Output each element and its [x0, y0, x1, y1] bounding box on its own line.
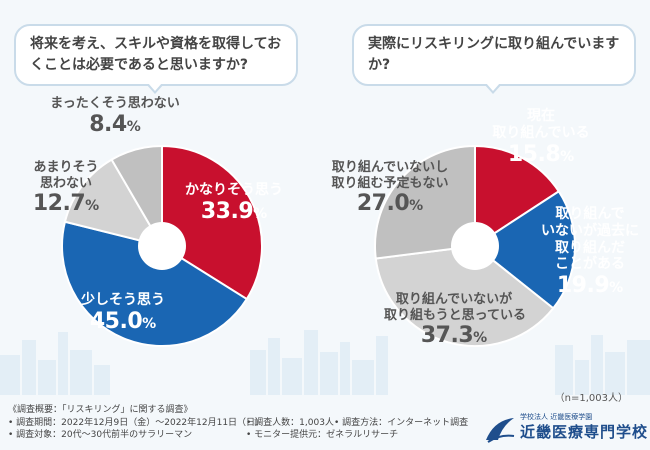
label-text: まったくそう思わない — [50, 96, 180, 111]
label-value: 15.8 — [507, 141, 561, 167]
label-text: 少しそう思う — [81, 292, 165, 308]
label-unit: % — [609, 280, 624, 297]
label-text: 取り組んでいないが — [395, 292, 513, 307]
label-value: 8.4 — [89, 111, 127, 137]
slice-label-no-plan: 取り組んでいないし 取り組む予定もない 27.0% — [320, 160, 460, 218]
question-left-text: 将来を考え、スキルや資格を取得しておくことは必要であると思いますか? — [30, 36, 282, 73]
label-text: 思わない — [39, 175, 92, 191]
slice-label-not-really: あまりそう 思わない 12.7% — [16, 160, 116, 218]
school-logo: 学校法人 近畿医療学園 近畿医療専門学校 — [484, 412, 647, 446]
label-value: 37.3 — [420, 323, 474, 349]
survey-method: • 調査方法：インターネット調査 — [334, 417, 469, 428]
survey-people: • 調査人数：1,003人 — [246, 417, 334, 428]
slice-label-past: 取り組んで いないが過去に 取り組んだ ことがある 19.9% — [536, 206, 644, 300]
school-corporation: 学校法人 近畿医療学園 — [520, 413, 593, 421]
label-text: 取り組んでいる — [492, 124, 590, 141]
label-unit: % — [85, 198, 100, 215]
bubble-tail-inner — [148, 83, 162, 91]
label-text: かなりそう思う — [185, 182, 283, 198]
label-value: 45.0 — [89, 308, 143, 334]
pie-slice-2 — [61, 220, 249, 347]
slice-label-totally-disagree: まったくそう思わない 8.4% — [30, 96, 200, 138]
pie-slice-3 — [374, 244, 555, 347]
label-unit: % — [126, 118, 141, 135]
label-text: 現在 — [527, 108, 555, 124]
label-unit: % — [560, 148, 575, 165]
label-unit: % — [409, 198, 424, 215]
donut-hole — [138, 222, 186, 270]
label-text: 取り組んでいないし — [331, 160, 449, 175]
donut-chart-left — [61, 144, 263, 347]
donut-hole — [451, 222, 499, 270]
pie-slice-3 — [63, 158, 165, 248]
sample-size-note: （n=1,003人） — [554, 393, 628, 404]
label-text: 取り組む予定もない — [331, 175, 449, 191]
label-unit: % — [142, 315, 157, 332]
survey-title: 《調査概要：「リスキリング」に関する調査》 — [8, 405, 193, 415]
label-text: 取り組んだ — [555, 239, 625, 256]
pie-slice-4 — [110, 144, 163, 250]
question-right-text: 実際にリスキリングに取り組んでいますか? — [368, 36, 620, 73]
school-emblem-icon — [486, 418, 515, 443]
label-text: いないが過去に — [541, 222, 639, 239]
survey-provider: • モニター提供元：ゼネラルリサーチ — [246, 430, 399, 440]
survey-period: • 調査期間：2022年12月9日（金）～2022年12月11日（日） — [8, 417, 265, 428]
label-text: 取り組んで — [555, 206, 625, 222]
pie-slice-2 — [473, 189, 576, 310]
donut-chart-right — [374, 144, 576, 347]
question-bubble-left: 将来を考え、スキルや資格を取得しておくことは必要であると思いますか? — [14, 24, 298, 94]
school-name: 近畿医療専門学校 — [520, 423, 649, 441]
survey-summary: 《調査概要：「リスキリング」に関する調査》 • 調査期間：2022年12月9日（… — [8, 404, 468, 442]
pie-slice-1 — [474, 144, 561, 248]
label-unit: % — [473, 330, 488, 347]
pie-slice-4 — [374, 144, 476, 260]
label-value: 12.7 — [32, 191, 86, 217]
label-value: 27.0 — [356, 191, 410, 217]
label-text: ことがある — [555, 256, 625, 273]
slice-label-somewhat-agree: 少しそう思う 45.0% — [58, 292, 188, 335]
label-value: 33.9 — [200, 198, 254, 224]
survey-target: • 調査対象：20代～30代前半のサラリーマン — [8, 430, 193, 440]
label-text: 取り組もうと思っている — [384, 307, 526, 323]
label-text: あまりそう — [33, 160, 99, 175]
label-unit: % — [253, 205, 268, 222]
slice-label-planning: 取り組んでいないが 取り組もうと思っている 37.3% — [384, 292, 526, 350]
bubble-tail-inner — [486, 83, 500, 91]
label-value: 19.9 — [556, 273, 610, 299]
slice-label-strongly-agree: かなりそう思う 33.9% — [174, 182, 294, 225]
slice-label-currently: 現在 取り組んでいる 15.8% — [476, 108, 606, 168]
question-bubble-right: 実際にリスキリングに取り組んでいますか? — [352, 24, 636, 94]
